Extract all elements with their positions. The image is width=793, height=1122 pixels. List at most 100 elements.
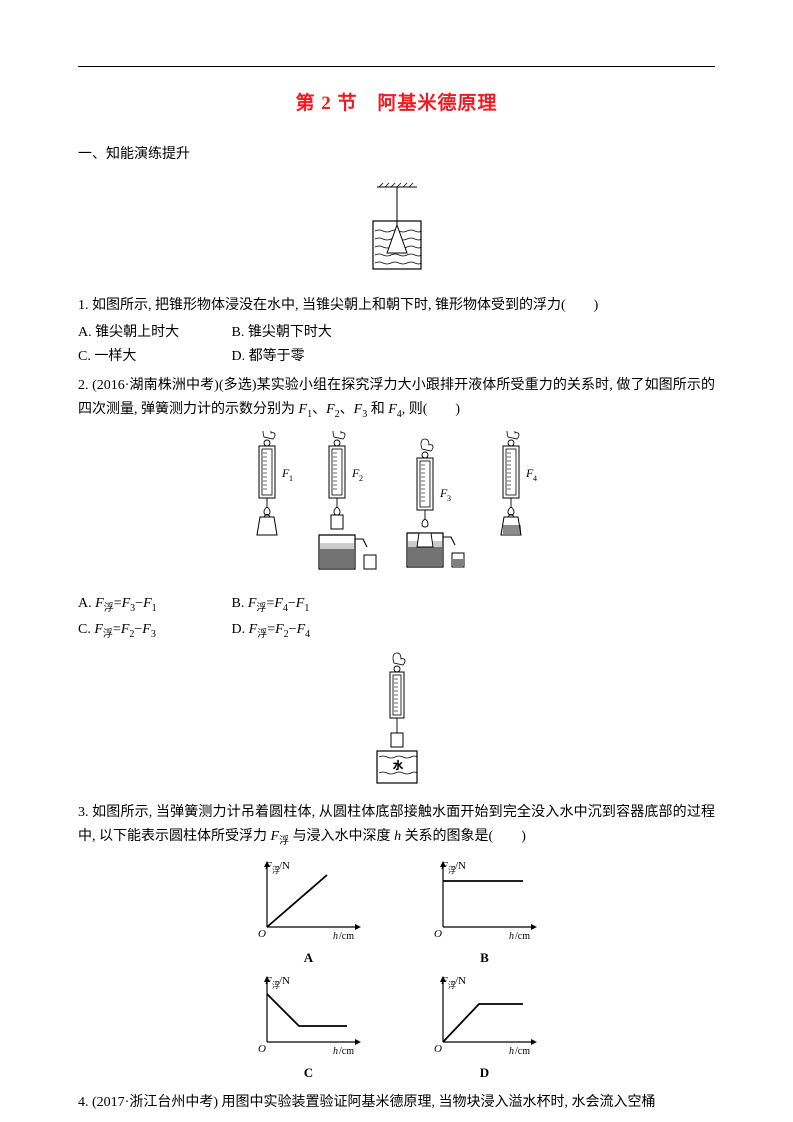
svg-text:h: h	[509, 1046, 514, 1057]
graph-label-a: A	[249, 950, 369, 966]
q2-option-a: A. F浮=F3−F1	[78, 592, 228, 617]
q1-stem: 1. 如图所示, 把锥形物体浸没在水中, 当锥尖朝上和朝下时, 锥形物体受到的浮…	[78, 294, 715, 319]
section-heading: 一、知能演练提升	[78, 143, 715, 163]
q2-option-d: D. F浮=F2−F4	[232, 618, 311, 643]
q3-stem: 3. 如图所示, 当弹簧测力计吊着圆柱体, 从圆柱体底部接触水面开始到完全没入水…	[78, 801, 715, 851]
cone-in-beaker-svg	[357, 181, 437, 279]
graph-c-wrap: F浮/N O h/cm C	[249, 972, 369, 1081]
q1-options-row1: A. 锥尖朝上时大 B. 锥尖朝下时大	[78, 321, 715, 346]
svg-text:1: 1	[289, 474, 293, 483]
svg-text:/cm: /cm	[515, 931, 530, 942]
graph-label-c: C	[249, 1065, 369, 1081]
q2b-pre: B.	[232, 596, 248, 611]
var-f2: F	[326, 402, 335, 417]
svg-text:2: 2	[359, 474, 363, 483]
q1-option-b: B. 锥尖朝下时大	[232, 321, 332, 346]
figure-q3: 水	[78, 651, 715, 791]
q2d-2: 2	[284, 628, 289, 639]
origin-b: O	[434, 928, 442, 940]
title-text: 第 2 节 阿基米德原理	[295, 93, 497, 114]
q2d-f: F	[249, 622, 258, 637]
q3-stem-b: 与浸入水中深度	[289, 829, 394, 844]
svg-text:/N: /N	[455, 860, 466, 872]
figure-q3-graphs: F浮/N O h/cm A F浮/N	[78, 857, 715, 1081]
origin-a: O	[258, 928, 266, 940]
q2d-f2: F	[275, 622, 284, 637]
graph-row-2: F浮/N O h/cm C F浮/N	[78, 972, 715, 1081]
sub-2: 2	[335, 409, 340, 420]
q1-option-a: A. 锥尖朝上时大	[78, 321, 228, 346]
svg-text:/N: /N	[279, 860, 290, 872]
origin-c: O	[258, 1043, 266, 1055]
q2a-sub: 浮	[104, 603, 114, 614]
q2b-4: 4	[283, 603, 288, 614]
cylinder-immersion-svg: 水	[362, 651, 432, 786]
var-f1: F	[299, 402, 308, 417]
q2a-3: 3	[130, 603, 135, 614]
q2d-f4: F	[297, 622, 306, 637]
graph-label-d: D	[425, 1065, 545, 1081]
q3-stem-c: 关系的图象是( )	[401, 829, 526, 844]
q2c-3: 3	[151, 628, 156, 639]
q2a-f1: F	[143, 596, 152, 611]
q1-options-row2: C. 一样大 D. 都等于零	[78, 345, 715, 370]
q4-stem-text: 4. (2017·浙江台州中考) 用图中实验装置验证阿基米德原理, 当物块浸入溢…	[78, 1095, 655, 1110]
header-rule	[78, 66, 715, 67]
q2-options-row2: C. F浮=F2−F3 D. F浮=F2−F4	[78, 618, 715, 643]
graph-a-svg: F浮/N O h/cm	[249, 857, 369, 947]
graph-label-b: B	[425, 950, 545, 966]
q2b-1: 1	[304, 603, 309, 614]
svg-text:h: h	[333, 931, 338, 942]
var-f4: F	[388, 402, 397, 417]
q4-stem: 4. (2017·浙江台州中考) 用图中实验装置验证阿基米德原理, 当物块浸入溢…	[78, 1091, 715, 1116]
graph-d-svg: F浮/N O h/cm	[425, 972, 545, 1062]
q1-option-c: C. 一样大	[78, 345, 228, 370]
sub-1: 1	[307, 409, 312, 420]
graph-d-wrap: F浮/N O h/cm D	[425, 972, 545, 1081]
q2a-pre: A.	[78, 596, 95, 611]
q2b-f4: F	[274, 596, 283, 611]
q2d-pre: D.	[232, 622, 249, 637]
q2a-f: F	[95, 596, 104, 611]
q1-stem-text: 1. 如图所示, 把锥形物体浸没在水中, 当锥尖朝上和朝下时, 锥形物体受到的浮…	[78, 298, 598, 313]
svg-text:h: h	[509, 931, 514, 942]
q2-option-c: C. F浮=F2−F3	[78, 618, 228, 643]
section-heading-text: 一、知能演练提升	[78, 147, 190, 162]
page-title: 第 2 节 阿基米德原理	[78, 88, 715, 115]
svg-text:h: h	[333, 1046, 338, 1057]
var-ffu: F	[271, 829, 280, 844]
svg-text:/N: /N	[455, 975, 466, 987]
q2d-4: 4	[305, 628, 310, 639]
graph-c-svg: F浮/N O h/cm	[249, 972, 369, 1062]
q1-option-d: D. 都等于零	[232, 345, 305, 370]
sub-3: 3	[362, 409, 367, 420]
svg-text:水: 水	[393, 760, 403, 772]
q2c-pre: C.	[78, 622, 94, 637]
graph-row-1: F浮/N O h/cm A F浮/N	[78, 857, 715, 966]
svg-text:4: 4	[533, 474, 537, 483]
q2a-f3: F	[122, 596, 131, 611]
q2d-sub: 浮	[257, 628, 267, 639]
figure-q2: F1 F2 F3 F4	[78, 431, 715, 576]
graph-b-svg: F浮/N O h/cm	[425, 857, 545, 947]
q2-stem: 2. (2016·湖南株洲中考)(多选)某实验小组在探究浮力大小跟排开液体所受重…	[78, 374, 715, 424]
var-f3: F	[354, 402, 363, 417]
svg-text:/cm: /cm	[339, 1046, 354, 1057]
svg-text:/cm: /cm	[339, 931, 354, 942]
var-h: h	[394, 829, 401, 844]
svg-text:3: 3	[447, 494, 451, 503]
origin-d: O	[434, 1043, 442, 1055]
sub-fu: 浮	[279, 836, 289, 847]
q2c-2: 2	[129, 628, 134, 639]
svg-text:/cm: /cm	[515, 1046, 530, 1057]
graph-b-wrap: F浮/N O h/cm B	[425, 857, 545, 966]
graph-a-wrap: F浮/N O h/cm A	[249, 857, 369, 966]
spring-scales-svg: F1 F2 F3 F4	[232, 431, 562, 571]
q2c-sub: 浮	[103, 628, 113, 639]
q2-options-row1: A. F浮=F3−F1 B. F浮=F4−F1	[78, 592, 715, 617]
q2c-f3: F	[142, 622, 151, 637]
svg-text:/N: /N	[279, 975, 290, 987]
q2b-sub: 浮	[256, 603, 266, 614]
q2-stem-b: , 则( )	[402, 402, 460, 417]
q2c-f: F	[94, 622, 103, 637]
